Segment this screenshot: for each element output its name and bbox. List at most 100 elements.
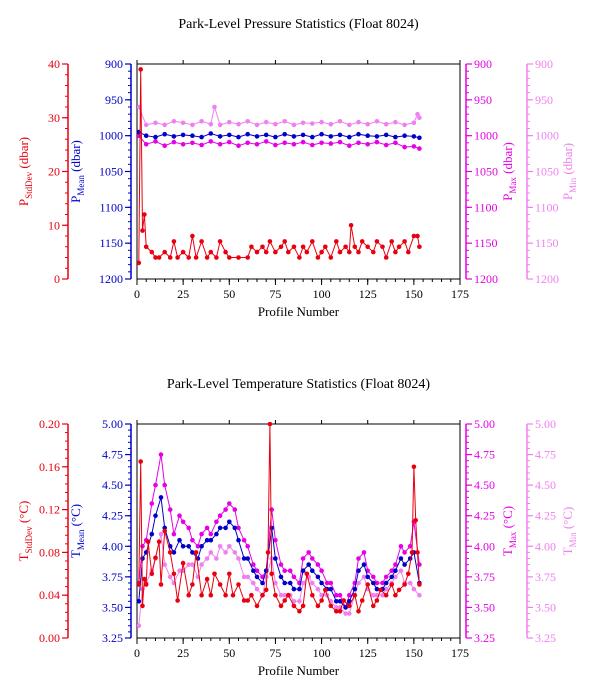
data-point-mean [199,134,204,140]
data-point-max [319,568,324,573]
y-tick-label: 4.00 [102,539,123,553]
data-point-mean [236,537,241,543]
data-point-mean [153,513,158,518]
data-point-sd [156,539,162,544]
x-axis-label: Profile Number [258,304,340,319]
data-point-max [356,140,361,146]
data-point-sd [175,255,180,260]
y-axis-label-main: P [500,194,515,201]
x-tick-label: 150 [405,287,423,301]
data-point-min [356,580,361,586]
data-point-mean [251,568,256,573]
data-point-mean [236,134,241,140]
data-point-sd [171,239,177,244]
data-point-max [383,142,389,148]
data-point-sd [140,228,145,233]
y-axis-label-min: TMin (°C) [560,507,578,556]
data-point-min [337,119,343,124]
data-point-min [343,611,348,616]
data-point-sd [249,244,254,250]
data-point-mean [254,574,260,580]
data-point-min [227,544,232,549]
data-point-min [291,122,297,128]
data-point-mean [300,568,306,573]
data-point-max [227,501,232,506]
data-point-mean [273,134,278,140]
y-tick-label: 40 [48,57,60,71]
data-point-min [300,580,306,586]
data-point-sd [142,212,147,217]
data-point-min [137,623,142,629]
y-tick-label: 0.12 [39,503,60,517]
y-tick-label: 1050 [99,165,123,179]
data-point-sd [186,255,191,260]
data-point-mean [365,574,371,580]
data-point-max [186,525,191,531]
x-tick-label: 25 [177,287,189,301]
data-point-max [245,140,250,146]
data-point-sd [199,239,204,244]
data-point-sd [300,603,306,609]
data-point-max [365,142,371,147]
data-point-min [251,580,256,586]
data-point-max [236,143,241,148]
y-tick-label: 4.00 [474,539,495,553]
data-point-min [380,592,385,598]
data-point-mean [398,556,404,561]
data-point-max [347,592,352,598]
x-tick-label: 75 [269,287,281,301]
data-point-sd [356,249,361,255]
data-point-sd [319,249,324,255]
y-tick-label: 1200 [474,272,498,286]
data-point-min [347,122,352,128]
data-point-sd [371,249,376,255]
y-axis-label-main: P [68,196,83,203]
data-point-mean [180,544,186,549]
data-point-min [177,568,182,573]
data-point-max [214,519,219,525]
y-tick-label: 1000 [535,129,559,143]
y-axis-label-main: P [560,193,575,200]
data-point-min [291,599,297,604]
data-point-sd [217,582,223,587]
data-point-mean [337,599,343,604]
y-axis-label-sd: PStdDev (dbar) [16,137,34,206]
data-point-sd [417,582,422,587]
data-point-mean [383,580,389,586]
data-point-max [300,139,306,145]
data-point-max [407,544,413,549]
y-tick-label: 900 [474,57,492,71]
data-point-sd [236,255,241,260]
y-tick-label: 1050 [535,165,559,179]
y-axis-sd: 0 10 20 30 40 PStdDev (dbar) [16,57,69,286]
chart-1: Park-Level Temperature Statistics (Float… [16,377,578,678]
y-tick-label: 900 [105,57,123,71]
data-point-sd [156,255,162,260]
y-axis-label-max: TMax (°C) [500,506,518,556]
y-tick-label: 4.00 [535,539,556,553]
data-point-sd [334,239,339,244]
data-point-sd [254,603,260,609]
data-point-mean [273,556,278,561]
data-point-min [254,122,260,128]
y-tick-label: 3.25 [102,631,123,645]
data-point-sd [138,67,143,72]
data-point-sd [217,239,223,244]
data-point-min [227,119,232,125]
data-point-mean [393,568,398,573]
data-point-sd [223,249,228,255]
data-point-mean [343,605,348,610]
data-point-sd [278,244,284,250]
data-point-max [177,513,182,518]
y-axis-label-sd: TStdDev (°C) [16,501,34,562]
data-point-sd [328,255,334,260]
data-point-max [383,574,389,580]
data-point-min [208,550,214,555]
y-axis-label-sub: Min [568,532,578,548]
data-point-mean [171,550,177,555]
data-point-sd [137,260,142,266]
data-point-min [254,586,260,592]
data-point-max [361,550,367,555]
data-point-min [162,562,167,567]
data-point-sd [352,244,358,250]
